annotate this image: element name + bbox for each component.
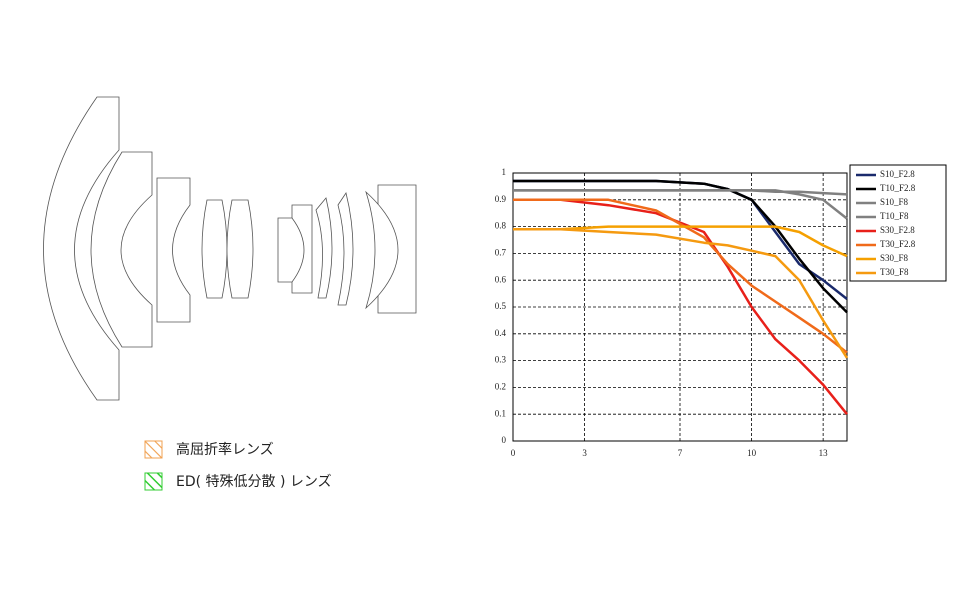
x-tick-label: 0: [511, 448, 516, 458]
legend-label: T10_F2.8: [880, 183, 916, 193]
lens-element: [43, 96, 120, 401]
series-line: [513, 225, 848, 258]
x-tick-label: 3: [582, 448, 587, 458]
legend-label: T10_F8: [880, 211, 909, 221]
x-tick-label: 7: [678, 448, 683, 458]
x-tick-label: 10: [747, 448, 757, 458]
legend-label: S10_F8: [880, 197, 909, 207]
y-tick-label: 0.3: [495, 355, 507, 365]
mtf-chart: 00.10.20.30.40.50.60.70.80.910 3 7 10 13S10_…: [495, 164, 947, 458]
legend-label: S30_F8: [880, 253, 909, 263]
legend-swatch: [144, 472, 163, 491]
ed-lens: [365, 190, 399, 310]
lens-element: [226, 199, 254, 299]
legend-label: T30_F2.8: [880, 239, 916, 249]
lens-diagram: [43, 96, 417, 401]
lens-legend: 高屈折率レンズ ED( 特殊低分散 ) レンズ: [144, 440, 332, 491]
y-tick-label: 0.7: [495, 247, 507, 257]
series-line: [513, 189, 848, 220]
lens-element: [90, 151, 153, 348]
legend-label: ED( 特殊低分散 ) レンズ: [176, 474, 332, 490]
series-line: [513, 179, 848, 314]
series-line: [513, 198, 848, 354]
y-tick-label: 0.4: [495, 328, 507, 338]
y-tick-label: 0.2: [495, 381, 506, 391]
y-tick-label: 0.1: [495, 408, 506, 418]
legend-box: [849, 164, 947, 282]
legend-swatch: [144, 440, 163, 459]
y-tick-label: 0.8: [495, 221, 507, 231]
y-tick-label: 0.6: [495, 274, 507, 284]
high-index-lens: [337, 192, 354, 306]
legend-label: T30_F8: [880, 267, 909, 277]
legend-label: S10_F2.8: [880, 169, 915, 179]
series-line: [513, 228, 849, 359]
y-tick-label: 0.9: [495, 194, 507, 204]
series-line: [513, 198, 848, 415]
lens-element: [277, 217, 305, 283]
lens-element: [201, 199, 228, 299]
lens-element: [156, 177, 191, 323]
y-tick-label: 0.5: [495, 301, 507, 311]
legend-label: 高屈折率レンズ: [176, 441, 274, 458]
x-tick-label: 13: [819, 448, 829, 458]
y-tick-label: 0: [502, 435, 507, 445]
y-tick-label: 1: [502, 167, 507, 177]
high-index-lens: [315, 197, 333, 299]
legend-label: S30_F2.8: [880, 225, 915, 235]
